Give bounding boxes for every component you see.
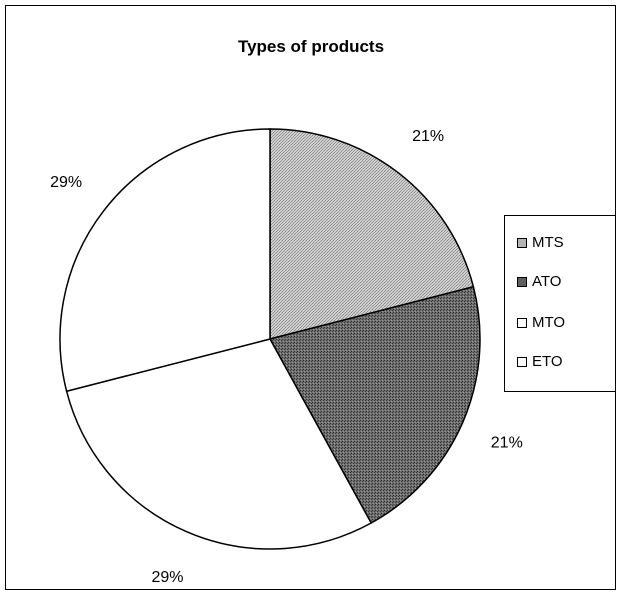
legend-label-ato: ATO xyxy=(532,273,562,290)
legend-label-eto: ETO xyxy=(532,353,563,370)
chart-area: Types of products 21% 21% 29% 29% MTS ATO M… xyxy=(5,5,616,590)
legend-swatch-ato xyxy=(517,276,527,287)
legend-item-mts: MTS xyxy=(517,234,564,251)
legend-label-mts: MTS xyxy=(532,234,564,251)
legend-item-ato: ATO xyxy=(517,273,561,290)
pie-chart: Types of products 21% 21% 29% 29% xyxy=(50,37,523,586)
pie-slice-mts xyxy=(269,128,475,340)
legend-swatch-mto xyxy=(517,317,527,328)
legend-swatch-mts xyxy=(517,237,527,248)
legend-item-eto: ETO xyxy=(517,353,563,370)
legend-item-mto: MTO xyxy=(517,314,565,331)
pie-slice-mto xyxy=(65,338,373,550)
pie-slice-ato xyxy=(268,285,481,525)
chart-title: Types of products xyxy=(238,37,384,56)
data-label-mto: 29% xyxy=(151,569,183,586)
legend-label-mto: MTO xyxy=(532,314,566,331)
pie-slice-eto xyxy=(59,128,271,393)
data-label-mts: 21% xyxy=(412,128,444,145)
data-label-ato: 21% xyxy=(491,435,523,452)
legend: MTS ATO MTO ETO xyxy=(504,215,616,392)
legend-swatch-eto xyxy=(517,356,527,367)
data-label-eto: 29% xyxy=(50,174,82,191)
